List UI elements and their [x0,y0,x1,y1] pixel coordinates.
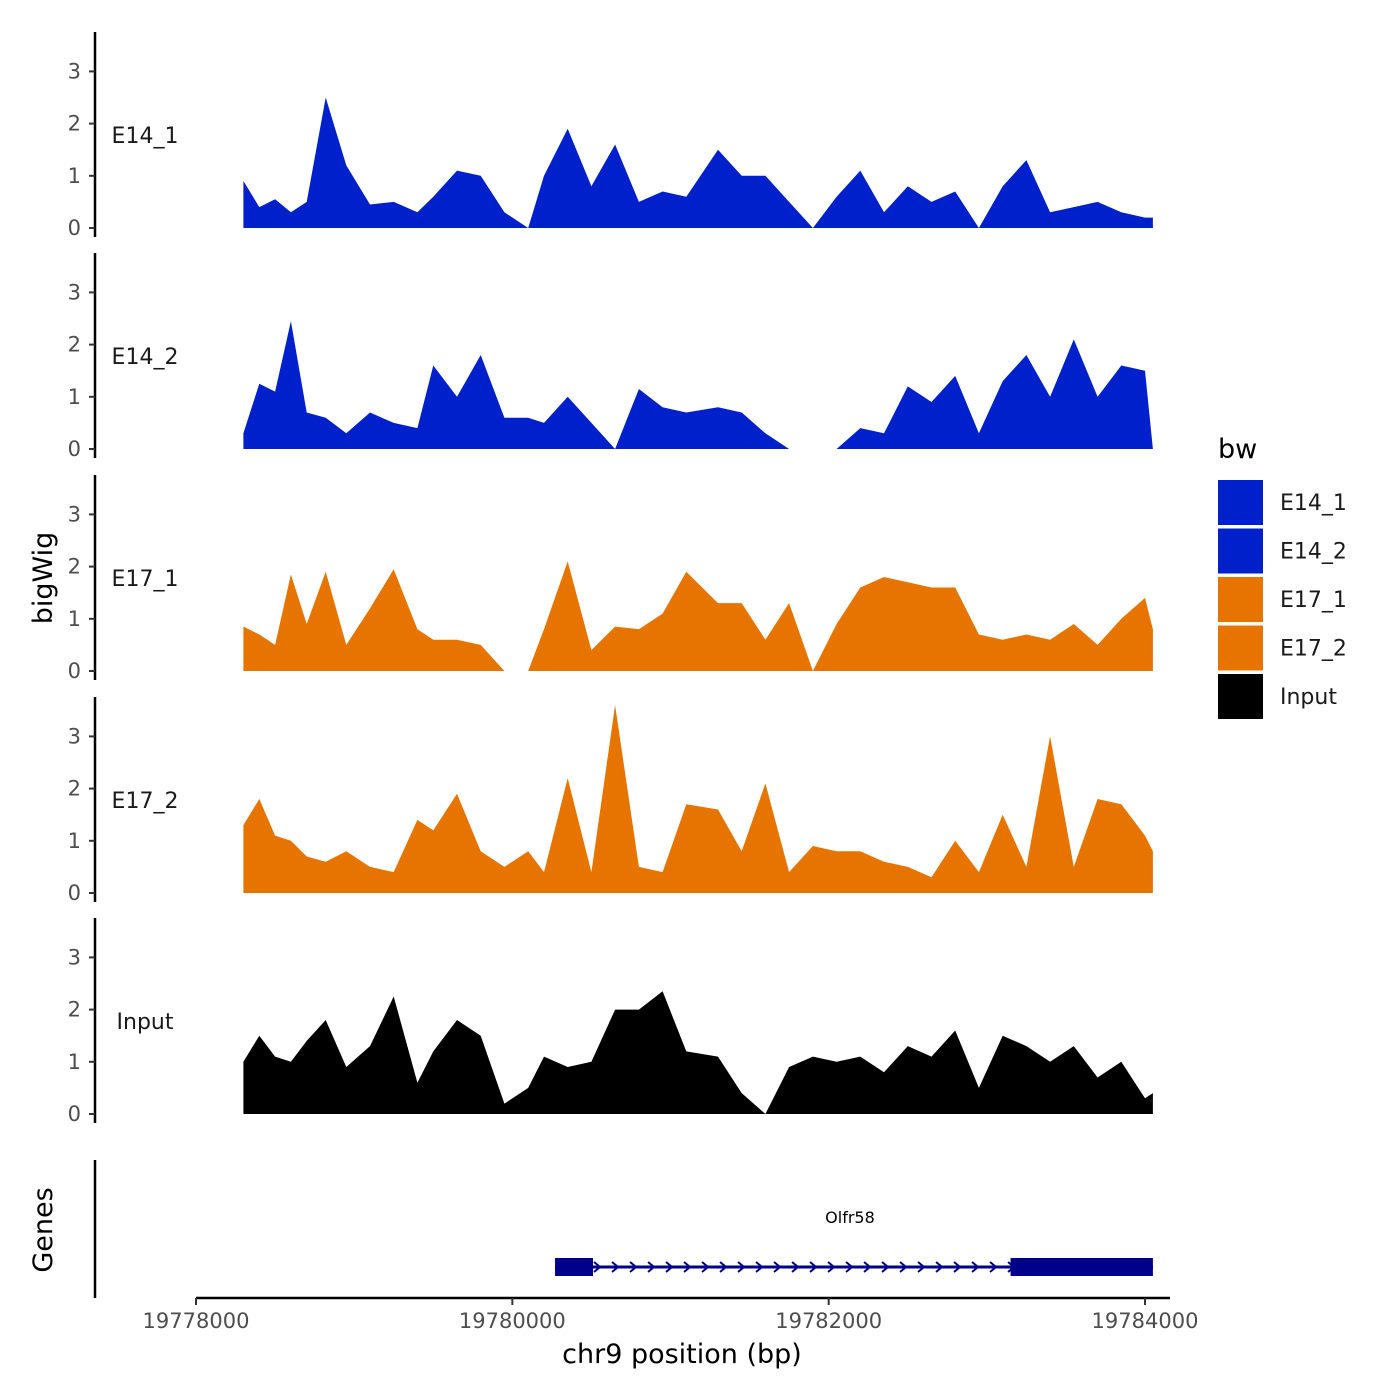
legend-swatch-e17-2 [1218,625,1263,671]
y-tick-label-e14-1-1: 1 [68,164,81,188]
y-tick-label-e14-2-3: 3 [68,280,81,304]
track-label-input: Input [117,1010,174,1035]
y-tick-label-e17-2-2: 2 [68,777,81,801]
strand-arrow-2 [593,1261,602,1273]
y-tick-label-e17-2-1: 1 [68,829,81,853]
coverage-area-e17-2 [243,705,1153,893]
track-label-e14-1: E14_1 [112,124,179,149]
genes-axis-title: Genes [28,1187,59,1272]
strand-arrow-24 [989,1261,998,1273]
y-tick-label-e14-2-2: 2 [68,333,81,357]
y-tick-label-e14-2-1: 1 [68,385,81,409]
legend-label-e17-1: E17_1 [1280,588,1347,613]
y-tick-label-e14-2-0: 0 [68,437,81,461]
y-tick-label-input-0: 0 [68,1102,81,1126]
strand-arrow-7 [683,1261,692,1273]
strand-arrow-15 [827,1261,836,1273]
strand-arrow-18 [881,1261,890,1273]
strand-arrow-6 [665,1261,674,1273]
legend-label-e17-2: E17_2 [1280,637,1347,662]
strand-arrow-13 [791,1261,800,1273]
strand-arrow-3 [611,1261,620,1273]
y-tick-label-input-2: 2 [68,998,81,1022]
y-tick-label-input-3: 3 [68,945,81,969]
track-input: 0 1 2 3 Input [68,918,1153,1126]
y-tick-label-e14-1-3: 3 [68,59,81,83]
legend-swatch-e14-1 [1218,480,1263,525]
strand-arrow-10 [737,1261,746,1273]
strand-arrow-12 [773,1261,782,1273]
strand-arrow-23 [971,1261,980,1273]
y-tick-label-e17-1-1: 1 [68,607,81,631]
strand-arrow-14 [809,1261,818,1273]
track-label-e17-1: E17_1 [112,567,179,592]
strand-arrow-19 [899,1261,908,1273]
strand-arrow-8 [701,1261,710,1273]
gene-exon-1 [555,1258,593,1276]
legend-title: bw [1218,434,1257,465]
y-tick-label-e14-1-0: 0 [68,216,81,240]
coverage-area-e14-2 [243,321,1153,449]
strand-arrow-5 [647,1261,656,1273]
legend-label-e14-1: E14_1 [1280,491,1347,516]
x-axis-title: chr9 position (bp) [562,1339,802,1370]
track-e14-2: 0 1 2 3 E14_2 [68,253,1153,461]
gene-label: Olfr58 [825,1208,875,1227]
strand-arrow-22 [953,1261,962,1273]
legend-swatch-input [1218,674,1263,719]
strand-arrow-4 [629,1261,638,1273]
track-panels: 0 1 2 3 E14_1 0 1 2 3 E14_2 0 1 2 3 E17_1 0 1 2 3 E17_2 0 1 2 3… [68,32,1153,1126]
coverage-area-e14-1 [243,97,1153,228]
y-tick-label-e17-2-0: 0 [68,881,81,905]
y-tick-label-e14-1-2: 2 [68,112,81,136]
strand-arrow-17 [863,1261,872,1273]
track-e17-1: 0 1 2 3 E17_1 [68,475,1153,683]
strand-arrow-21 [935,1261,944,1273]
legend-swatch-e17-1 [1218,577,1263,622]
y-tick-label-e17-2-3: 3 [68,724,81,748]
legend: bw E14_1 E14_2 E17_1 E17_2 Input [1218,434,1347,719]
x-axis: 19778000 19780000 19782000 19784000 [143,1296,1199,1333]
genes-panel: Olfr58 [93,1160,1153,1298]
y-tick-label-e17-1-2: 2 [68,555,81,579]
y-tick-label-e17-1-3: 3 [68,502,81,526]
strand-arrow-16 [845,1261,854,1273]
x-tick-label-19784000: 19784000 [1092,1309,1199,1333]
legend-label-e14-2: E14_2 [1280,540,1347,565]
gene-exon-2 [1010,1258,1153,1276]
track-label-e14-2: E14_2 [112,345,179,370]
strand-arrow-11 [755,1261,764,1273]
y-tick-label-input-1: 1 [68,1050,81,1074]
track-e14-1: 0 1 2 3 E14_1 [68,32,1153,240]
y-tick-label-e17-1-0: 0 [68,659,81,683]
legend-swatch-e14-2 [1218,528,1263,574]
x-tick-label-19780000: 19780000 [459,1309,566,1333]
x-tick-label-19778000: 19778000 [143,1309,250,1333]
strand-arrow-20 [917,1261,926,1273]
track-label-e17-2: E17_2 [112,789,179,814]
track-e17-2: 0 1 2 3 E17_2 [68,697,1153,905]
y-axis-title: bigWig [28,532,59,625]
coverage-area-input [243,991,1153,1114]
legend-label-input: Input [1280,685,1337,710]
strand-arrow-9 [719,1261,728,1273]
x-tick-label-19782000: 19782000 [775,1309,882,1333]
legend-entries: E14_1 E14_2 E17_1 E17_2 Input [1218,480,1347,719]
coverage-area-e17-1 [243,561,1153,671]
